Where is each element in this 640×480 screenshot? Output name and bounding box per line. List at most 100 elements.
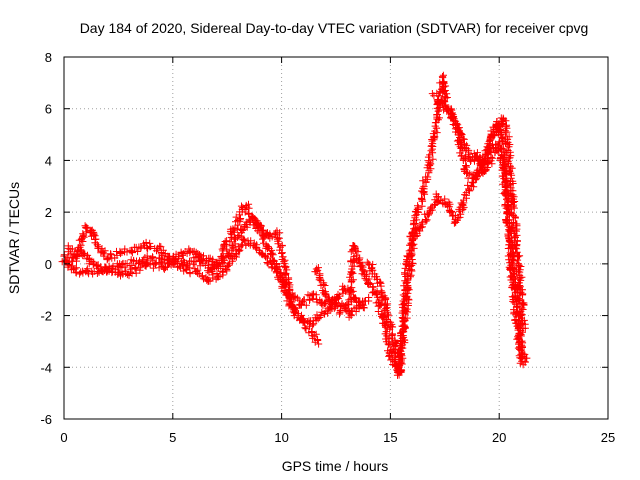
data-point [513, 242, 521, 250]
x-tick-label: 5 [169, 430, 176, 445]
data-point [371, 288, 379, 296]
data-point [106, 265, 114, 273]
data-point [219, 247, 227, 255]
data-point [278, 249, 286, 258]
x-tick-label: 15 [383, 430, 397, 445]
data-point [214, 273, 223, 281]
y-tick-label: -2 [40, 309, 52, 324]
data-point [493, 118, 501, 126]
data-point [502, 169, 510, 177]
data-point [193, 268, 201, 276]
data-point [386, 322, 394, 330]
data-point [306, 319, 314, 327]
x-tick-label: 0 [60, 430, 67, 445]
data-point [256, 221, 264, 229]
data-point [430, 92, 438, 100]
data-point [460, 141, 468, 149]
data-point [465, 185, 473, 193]
data-point [208, 268, 216, 276]
data-point [425, 162, 434, 170]
data-point [208, 257, 216, 265]
data-point [232, 249, 240, 258]
data-point [73, 252, 81, 260]
data-point [473, 149, 482, 157]
data-point [338, 286, 347, 294]
data-point [147, 255, 155, 263]
data-point [197, 252, 205, 260]
data-point [169, 260, 177, 268]
data-point [480, 167, 488, 175]
data-point [95, 244, 103, 252]
data-point [349, 293, 358, 302]
data-point [356, 301, 364, 309]
data-point [395, 368, 403, 377]
series-track-f [428, 89, 531, 366]
data-point [245, 216, 253, 224]
y-axis-label: SDTVAR / TECUs [6, 182, 22, 294]
data-point [114, 262, 122, 271]
data-point [447, 110, 455, 118]
data-point [82, 224, 90, 232]
data-point [462, 169, 471, 177]
data-point [308, 291, 316, 299]
y-tick-label: -6 [40, 412, 52, 427]
data-point [425, 208, 434, 216]
plot-frame [63, 56, 609, 420]
data-point [217, 262, 225, 271]
data-point [467, 156, 475, 165]
series-track-b [64, 216, 368, 313]
chart-title: Day 184 of 2020, Sidereal Day-to-day VTE… [80, 20, 589, 36]
data-point [365, 280, 373, 289]
x-axis-label: GPS time / hours [282, 458, 389, 474]
data-point [273, 229, 281, 237]
data-point [443, 200, 451, 208]
data-point [393, 361, 401, 369]
data-point [382, 301, 390, 309]
data-point [116, 249, 125, 258]
data-point [504, 138, 512, 146]
x-tick-label: 20 [492, 430, 506, 445]
axis-ticks: 0 5 10 15 20 25 -6 -4 -2 0 2 4 6 8 [40, 50, 615, 445]
data-point [132, 265, 140, 273]
data-point [515, 311, 523, 320]
data-point [319, 301, 327, 309]
data-point [119, 270, 127, 278]
data-point [454, 125, 462, 133]
data-point [521, 358, 529, 366]
data-point [410, 231, 418, 240]
data-point [430, 136, 438, 144]
data-point [312, 265, 321, 273]
data-point [347, 288, 355, 296]
data-point [130, 257, 138, 265]
data-point [238, 205, 247, 214]
data-point [336, 306, 344, 314]
series-markers [64, 216, 367, 313]
y-tick-label: 2 [45, 205, 52, 220]
data-point [434, 193, 442, 201]
data-point [241, 236, 249, 245]
data-point [508, 193, 516, 201]
data-point [317, 311, 325, 320]
data-point [373, 275, 381, 283]
data-point [297, 301, 305, 309]
data-point [510, 270, 519, 278]
data-point [365, 260, 373, 268]
data-point [486, 133, 495, 141]
x-tick-label: 25 [601, 430, 615, 445]
data-point [330, 299, 338, 307]
data-point [103, 255, 112, 263]
data-point [182, 265, 190, 273]
data-point [473, 172, 482, 180]
data-point [88, 226, 96, 234]
data-point [127, 247, 136, 255]
data-point [321, 291, 329, 299]
data-point [143, 260, 151, 268]
y-tick-label: -4 [40, 360, 52, 375]
data-point [491, 149, 499, 157]
data-point [434, 107, 442, 115]
data-point [230, 226, 238, 234]
data-point [204, 275, 212, 283]
data-point [439, 74, 447, 82]
data-point [280, 278, 288, 286]
